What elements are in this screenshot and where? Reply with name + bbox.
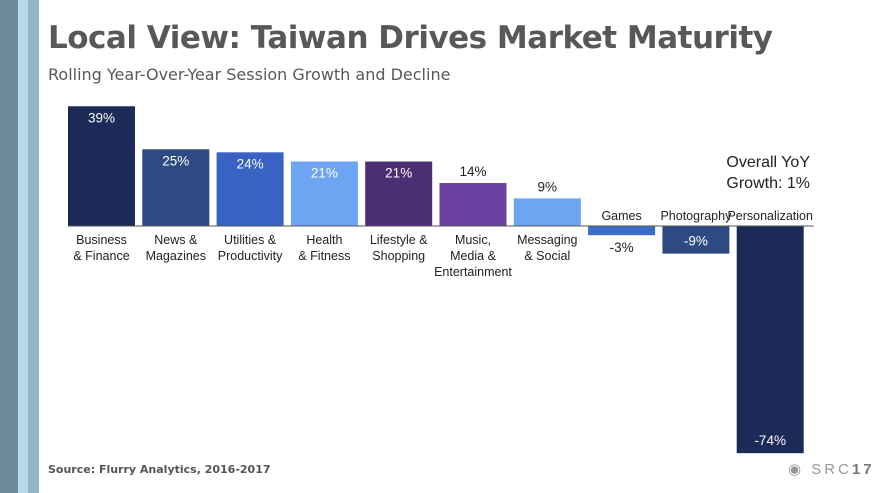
data-label: 14%	[459, 164, 486, 179]
bar	[290, 161, 358, 226]
category-label: Magazines	[146, 249, 206, 263]
bar	[588, 226, 656, 236]
category-label: Productivity	[218, 249, 283, 263]
overall-growth-annotation: Overall YoY Growth: 1%	[700, 152, 810, 194]
category-label: Media &	[450, 249, 497, 263]
decor-stripe	[28, 0, 39, 493]
annotation-line: Growth: 1%	[726, 175, 810, 192]
bar	[216, 152, 284, 226]
category-label: Personalization	[727, 209, 813, 223]
data-label: 39%	[88, 110, 115, 125]
category-label: Utilities &	[224, 233, 277, 247]
page-title: Local View: Taiwan Drives Market Maturit…	[48, 20, 773, 56]
annotation-line: Overall YoY	[726, 154, 810, 171]
bar	[68, 106, 135, 226]
category-label: Lifestyle &	[370, 233, 428, 247]
data-label: 9%	[538, 179, 558, 194]
bar	[513, 198, 581, 226]
subtitle: Rolling Year-Over-Year Session Growth an…	[48, 65, 451, 84]
category-label: Messaging	[517, 233, 577, 247]
source-note: Source: Flurry Analytics, 2016-2017	[48, 463, 271, 476]
category-label: Games	[601, 209, 641, 223]
logo-text: SRC	[811, 461, 852, 478]
data-label: 21%	[385, 166, 412, 181]
category-label: News &	[154, 233, 198, 247]
bar	[439, 183, 507, 226]
data-label: 25%	[162, 153, 189, 168]
data-label: -9%	[684, 234, 708, 249]
logo-number: 17	[851, 461, 875, 478]
category-label: Shopping	[372, 249, 425, 263]
category-label: Health	[306, 233, 342, 247]
data-label: 21%	[311, 166, 338, 181]
category-label: & Fitness	[298, 249, 350, 263]
bar	[365, 161, 433, 226]
category-label: Music,	[455, 233, 491, 247]
decor-stripe	[0, 0, 18, 493]
bar	[736, 226, 804, 454]
bar	[142, 149, 210, 226]
category-label: Entertainment	[434, 265, 512, 279]
data-label: -3%	[610, 240, 634, 255]
category-label: Business	[76, 233, 127, 247]
category-label: & Finance	[73, 249, 129, 263]
logo: ◉ SRC17	[788, 461, 875, 478]
data-label: -74%	[754, 433, 786, 448]
data-label: 24%	[237, 156, 264, 171]
bar	[662, 226, 730, 254]
category-label: & Social	[524, 249, 570, 263]
decor-stripe	[18, 0, 28, 493]
category-label: Photography	[660, 209, 732, 223]
